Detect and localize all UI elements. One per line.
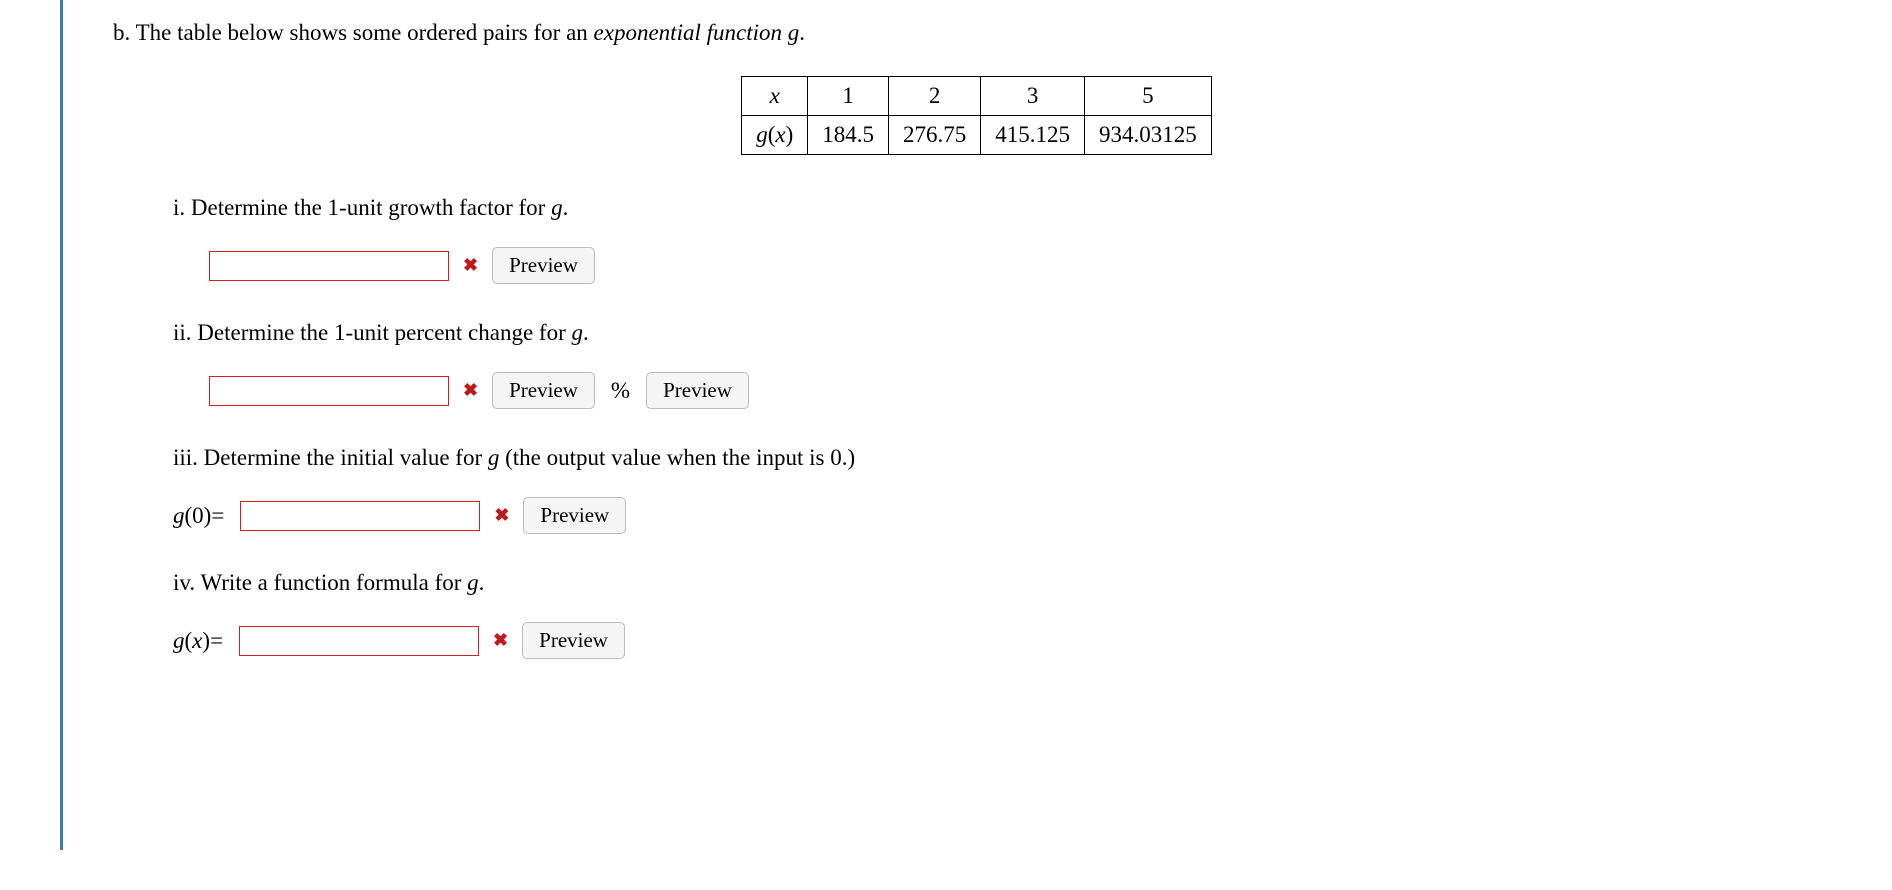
table-cell: 934.03125 [1085,116,1212,155]
problem-letter: b. [113,20,130,45]
answer-input-iv[interactable] [239,626,479,656]
answer-row-i: ✖ Preview [209,247,1840,284]
answer-input-iii[interactable] [240,501,480,531]
preview-button[interactable]: Preview [492,247,595,284]
intro-italic: exponential function g [594,20,800,45]
sub-ii-label: ii. Determine the 1-unit percent change … [173,320,1840,346]
sub-iii-label: iii. Determine the initial value for g (… [173,445,1840,471]
subproblem-iv: iv. Write a function formula for g. g(x)… [173,570,1840,659]
intro-text-2: . [799,20,805,45]
subproblem-i: i. Determine the 1-unit growth factor fo… [173,195,1840,284]
table-cell: 1 [808,77,889,116]
problem-intro: b. The table below shows some ordered pa… [113,20,1840,46]
table-cell: 2 [889,77,981,116]
subproblem-list: i. Determine the 1-unit growth factor fo… [173,195,1840,659]
gx-label: g(x) = [173,628,223,654]
subproblem-iii: iii. Determine the initial value for g (… [173,445,1840,534]
wrong-icon: ✖ [493,630,508,651]
sub-iv-label: iv. Write a function formula for g. [173,570,1840,596]
sub-i-label: i. Determine the 1-unit growth factor fo… [173,195,1840,221]
table-row: g(x) 184.5 276.75 415.125 934.03125 [742,116,1212,155]
preview-button[interactable]: Preview [523,497,626,534]
table-cell: 5 [1085,77,1212,116]
intro-text-1: The table below shows some ordered pairs… [136,20,594,45]
table-cell: 276.75 [889,116,981,155]
answer-row-iv: g(x) = ✖ Preview [173,622,1840,659]
g0-label: g(0) = [173,503,224,529]
wrong-icon: ✖ [463,255,478,276]
table-cell: 3 [981,77,1085,116]
wrong-icon: ✖ [494,505,509,526]
preview-button[interactable]: Preview [522,622,625,659]
answer-input-i[interactable] [209,251,449,281]
data-table: x 1 2 3 5 g(x) 184.5 276.75 415.125 934.… [741,76,1212,155]
table-header-x: x [742,77,808,116]
percent-sign: % [611,378,630,404]
table-row: x 1 2 3 5 [742,77,1212,116]
wrong-icon: ✖ [463,380,478,401]
subproblem-ii: ii. Determine the 1-unit percent change … [173,320,1840,409]
preview-button[interactable]: Preview [492,372,595,409]
answer-row-ii: ✖ Preview % Preview [209,372,1840,409]
answer-row-iii: g(0) = ✖ Preview [173,497,1840,534]
preview-button[interactable]: Preview [646,372,749,409]
table-header-gx: g(x) [742,116,808,155]
table-cell: 415.125 [981,116,1085,155]
problem-panel: b. The table below shows some ordered pa… [60,0,1880,850]
answer-input-ii[interactable] [209,376,449,406]
table-cell: 184.5 [808,116,889,155]
